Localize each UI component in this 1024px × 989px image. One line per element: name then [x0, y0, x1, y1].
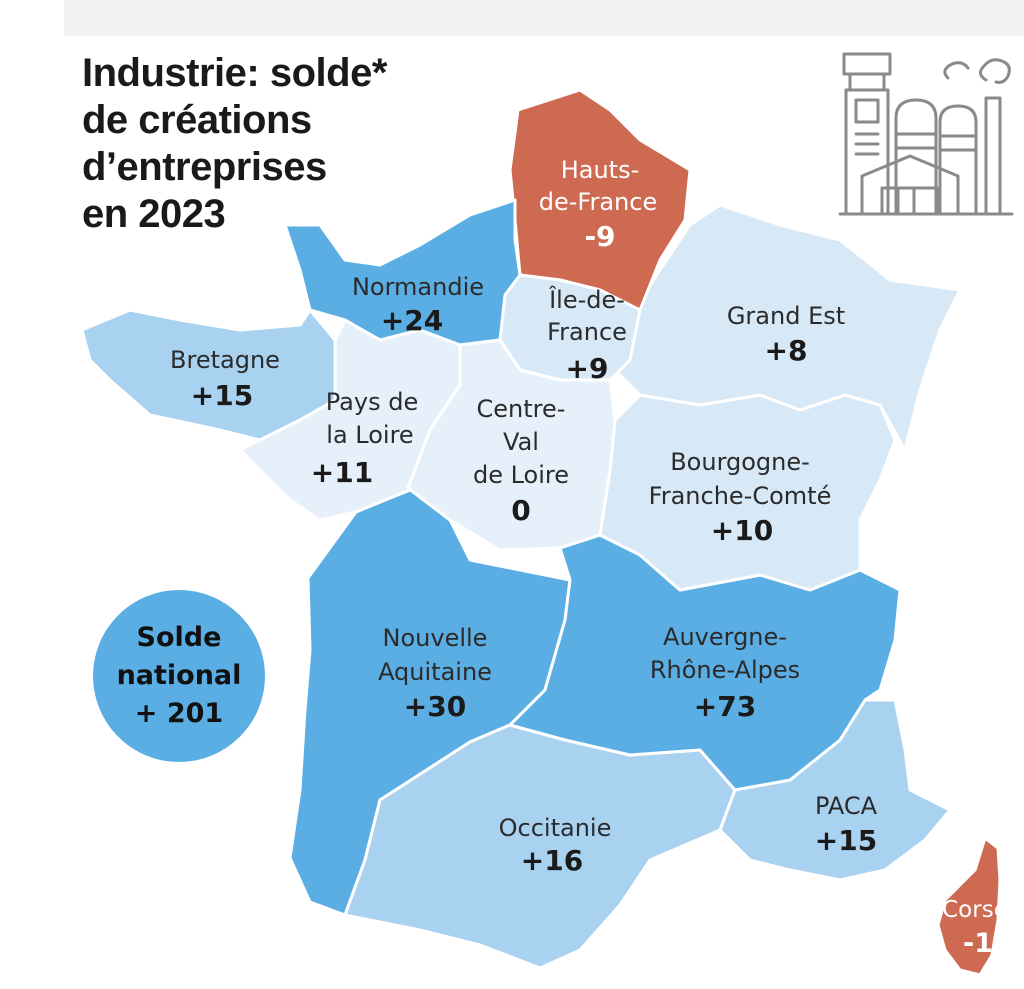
region-grand-est[interactable] [613, 203, 962, 452]
region-corse[interactable] [936, 836, 1002, 977]
title-line: de créations [82, 98, 312, 142]
title-line: en 2023 [82, 192, 226, 236]
label-hauts-de-france: Hauts- de-France -9 [539, 156, 657, 253]
region-name: Auvergne- [663, 623, 787, 651]
region-name: France [547, 318, 627, 346]
region-name: Corse [942, 897, 1008, 923]
region-name: Franche-Comté [649, 482, 832, 510]
region-name: de Loire [473, 461, 569, 489]
label-bourgogne-franche-comte: Bourgogne- Franche-Comté +10 [649, 448, 832, 547]
region-normandie[interactable] [283, 198, 522, 347]
region-value: +8 [765, 334, 808, 367]
factory-icon [838, 52, 1014, 216]
label-nouvelle-aquitaine: Nouvelle Aquitaine +30 [378, 624, 492, 723]
label-occitanie: Occitanie +16 [499, 814, 612, 877]
label-centre-val-de-loire: Centre- Val de Loire 0 [473, 395, 569, 527]
region-value: +16 [521, 844, 583, 877]
region-name: Bretagne [170, 346, 280, 374]
region-name: Hauts- [561, 156, 640, 184]
label-grand-est: Grand Est +8 [727, 302, 845, 367]
region-name: Île-de- [548, 285, 625, 314]
region-name: Normandie [352, 273, 484, 301]
region-name: Pays de [326, 388, 418, 416]
region-name: Aquitaine [378, 658, 492, 686]
title-line: d’entreprises [82, 145, 327, 189]
region-name: PACA [815, 792, 878, 820]
region-name: la Loire [326, 421, 413, 449]
title-line: Industrie: solde* [82, 51, 387, 95]
region-value: -9 [584, 220, 615, 253]
region-value: +24 [381, 304, 443, 337]
region-name: Nouvelle [383, 624, 488, 652]
region-value: +30 [404, 690, 466, 723]
region-name: de-France [539, 188, 657, 216]
label-pays-de-la-loire: Pays de la Loire +11 [311, 388, 418, 489]
region-value: +10 [711, 514, 773, 547]
region-pays-de-la-loire[interactable] [238, 318, 462, 522]
region-value: +11 [311, 456, 373, 489]
region-name: Centre- [477, 395, 566, 423]
label-bretagne: Bretagne +15 [170, 346, 280, 412]
national-label: Solde [136, 622, 222, 653]
label-ile-de-france: Île-de- France +9 [547, 285, 627, 385]
label-paca: PACA +15 [815, 792, 878, 857]
region-name: Occitanie [499, 814, 612, 842]
region-bourgogne-franche-comte[interactable] [598, 393, 897, 592]
region-name: Val [503, 428, 539, 456]
national-label: national [116, 660, 242, 691]
region-name: Rhône-Alpes [650, 656, 800, 684]
region-value: -1 [963, 928, 993, 959]
top-banner [64, 0, 1024, 36]
label-auvergne-rhone-alpes: Auvergne- Rhône-Alpes +73 [650, 623, 800, 723]
region-name: Bourgogne- [670, 448, 810, 476]
label-normandie: Normandie +24 [352, 273, 484, 337]
region-value: +9 [566, 352, 609, 385]
map-title: Industrie: solde* de créations d’entrepr… [82, 50, 387, 238]
region-centre-val-de-loire[interactable] [406, 338, 617, 552]
region-name: Grand Est [727, 302, 845, 330]
region-value: +73 [694, 690, 756, 723]
region-value: +15 [815, 824, 877, 857]
region-value: 0 [511, 494, 530, 527]
region-value: +15 [191, 379, 253, 412]
label-corse: Corse -1 [942, 897, 1008, 959]
national-value: + 201 [134, 698, 224, 729]
national-balance-badge: Solde national + 201 [93, 590, 265, 762]
